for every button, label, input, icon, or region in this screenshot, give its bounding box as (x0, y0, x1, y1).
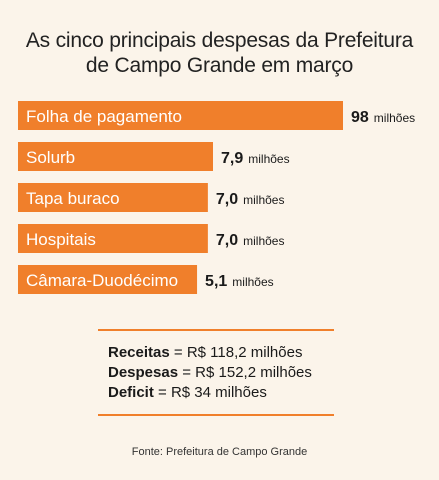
deficit-label: Deficit (108, 384, 154, 401)
value-label-3: 7,0 milhões (216, 191, 285, 208)
value-label-1: 98 milhões (351, 109, 415, 126)
value-label-5: 5,1 milhões (205, 273, 274, 290)
chart-title-line-2: de Campo Grande em março (85, 54, 354, 77)
value-label-2: 7,9 milhões (221, 150, 290, 167)
chart-title-line-1: As cinco principais despesas da Prefeitu… (25, 29, 414, 52)
bar-3 (18, 183, 208, 212)
bar-label-5: Câmara-Duodécimo (26, 271, 178, 290)
receitas-label: Receitas (108, 344, 170, 361)
despesas-label: Despesas (108, 364, 179, 381)
bar-1 (18, 101, 343, 130)
bar-4 (18, 224, 208, 253)
deficit-value: = R$ 34 milhões (158, 384, 267, 401)
bar-label-4: Hospitais (26, 230, 96, 249)
bar-label-3: Tapa buraco (26, 189, 120, 208)
bar-2 (18, 142, 213, 171)
summary-deficit: Deficit = R$ 34 milhões (108, 383, 334, 403)
chart-title: As cinco principais despesas da Prefeitu… (0, 28, 439, 78)
summary-receitas: Receitas = R$ 118,2 milhões (108, 343, 334, 363)
receitas-value: = R$ 118,2 milhões (173, 344, 303, 361)
summary-despesas: Despesas = R$ 152,2 milhões (108, 363, 334, 383)
bar-chart: Folha de pagamento 98 milhões Solurb 7,9 milh… (18, 101, 415, 294)
source-note: Fonte: Prefeitura de Campo Grande (131, 446, 308, 458)
value-label-4: 7,0 milhões (216, 232, 285, 249)
bar-label-2: Solurb (26, 148, 75, 167)
bar-5 (18, 265, 198, 294)
bar-label-1: Folha de pagamento (26, 107, 182, 126)
budget-summary: Receitas = R$ 118,2 milhões Despesas = R… (98, 329, 334, 416)
despesas-value: = R$ 152,2 milhões (182, 364, 312, 381)
